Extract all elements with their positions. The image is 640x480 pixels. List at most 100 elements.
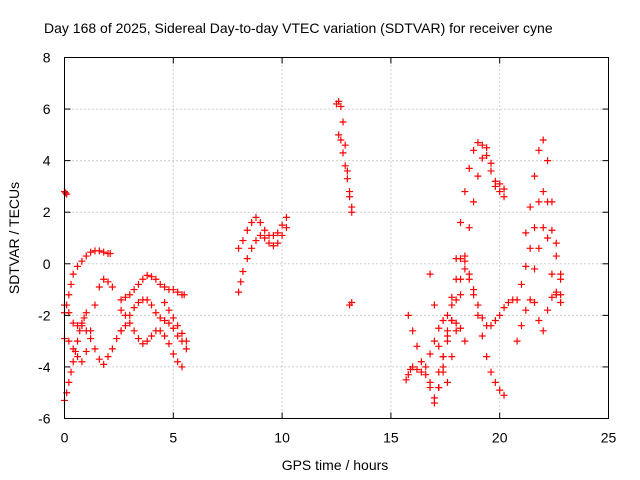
y-tick-label: -4 bbox=[38, 359, 51, 375]
data-track bbox=[531, 224, 565, 306]
data-track bbox=[161, 298, 190, 345]
data-point bbox=[413, 366, 421, 374]
data-track bbox=[235, 224, 290, 296]
data-point bbox=[461, 188, 469, 196]
data-point bbox=[180, 291, 188, 299]
data-track bbox=[117, 296, 190, 353]
data-point bbox=[526, 296, 534, 304]
data-point bbox=[278, 221, 286, 229]
data-point bbox=[148, 332, 156, 340]
y-tick-label: 2 bbox=[43, 204, 51, 220]
y-tick-label: 8 bbox=[43, 50, 51, 66]
y-tick-label: -2 bbox=[38, 307, 51, 323]
data-point bbox=[182, 345, 190, 353]
data-point bbox=[335, 131, 343, 139]
data-track bbox=[335, 131, 356, 211]
data-point bbox=[548, 293, 556, 301]
data-point bbox=[422, 363, 430, 371]
data-point bbox=[256, 219, 264, 227]
data-track bbox=[404, 139, 508, 402]
data-point bbox=[478, 332, 486, 340]
data-point bbox=[500, 185, 508, 193]
data-point bbox=[113, 335, 121, 343]
data-point bbox=[117, 306, 125, 314]
data-point bbox=[448, 317, 456, 325]
data-point bbox=[161, 317, 169, 325]
data-point bbox=[74, 337, 82, 345]
data-point bbox=[544, 157, 552, 165]
data-point bbox=[413, 342, 421, 350]
data-point bbox=[121, 322, 129, 330]
data-point bbox=[104, 353, 112, 361]
data-point bbox=[130, 286, 138, 294]
data-track bbox=[513, 288, 565, 345]
data-point bbox=[126, 319, 134, 327]
data-track bbox=[117, 271, 188, 304]
data-point bbox=[134, 280, 142, 288]
data-point bbox=[169, 286, 177, 294]
data-point bbox=[169, 324, 177, 332]
data-point bbox=[426, 350, 434, 358]
data-point bbox=[69, 319, 77, 327]
data-point bbox=[430, 301, 438, 309]
data-point bbox=[100, 248, 108, 256]
data-point bbox=[274, 229, 282, 237]
data-point bbox=[80, 314, 88, 322]
data-point bbox=[156, 327, 164, 335]
data-point bbox=[143, 337, 151, 345]
data-point bbox=[165, 306, 173, 314]
data-point bbox=[522, 229, 530, 237]
data-point bbox=[341, 162, 349, 170]
axis-ticks bbox=[64, 57, 609, 419]
data-point bbox=[265, 239, 273, 247]
data-point bbox=[487, 167, 495, 175]
data-point bbox=[278, 231, 286, 239]
data-point bbox=[174, 322, 182, 330]
data-point bbox=[409, 327, 417, 335]
data-point bbox=[337, 136, 345, 144]
data-point bbox=[470, 198, 478, 206]
data-point bbox=[474, 311, 482, 319]
data-point bbox=[443, 311, 451, 319]
data-point bbox=[409, 363, 417, 371]
data-point bbox=[422, 371, 430, 379]
data-point bbox=[452, 296, 460, 304]
x-axis-label: GPS time / hours bbox=[282, 457, 389, 473]
y-tick-labels: -6 -4 -2 0 2 4 6 8 bbox=[38, 50, 51, 427]
data-point bbox=[91, 301, 99, 309]
y-tick-label: 6 bbox=[43, 101, 51, 117]
data-point bbox=[487, 322, 495, 330]
data-point bbox=[139, 340, 147, 348]
data-point bbox=[62, 189, 70, 197]
data-point bbox=[457, 324, 465, 332]
data-point bbox=[69, 345, 77, 353]
data-point bbox=[548, 198, 556, 206]
data-point bbox=[430, 399, 438, 407]
data-point bbox=[78, 322, 86, 330]
data-point bbox=[448, 353, 456, 361]
data-point bbox=[435, 342, 443, 350]
data-point bbox=[174, 288, 182, 296]
data-point bbox=[65, 378, 73, 386]
data-point bbox=[487, 368, 495, 376]
data-point bbox=[148, 301, 156, 309]
data-point bbox=[87, 335, 95, 343]
data-point bbox=[252, 213, 260, 221]
data-point bbox=[248, 219, 256, 227]
data-point bbox=[470, 286, 478, 294]
data-point bbox=[121, 311, 129, 319]
data-point bbox=[341, 141, 349, 149]
data-point bbox=[130, 327, 138, 335]
x-tick-label: 20 bbox=[492, 430, 508, 446]
data-point bbox=[452, 327, 460, 335]
data-point bbox=[461, 257, 469, 265]
data-point bbox=[439, 353, 447, 361]
data-point bbox=[552, 288, 560, 296]
data-point bbox=[531, 298, 539, 306]
y-axis-label: SDTVAR / TECUs bbox=[6, 182, 22, 294]
data-point bbox=[531, 224, 539, 232]
data-point bbox=[339, 118, 347, 126]
data-point bbox=[161, 283, 169, 291]
data-point bbox=[82, 252, 90, 260]
data-point bbox=[76, 327, 84, 335]
